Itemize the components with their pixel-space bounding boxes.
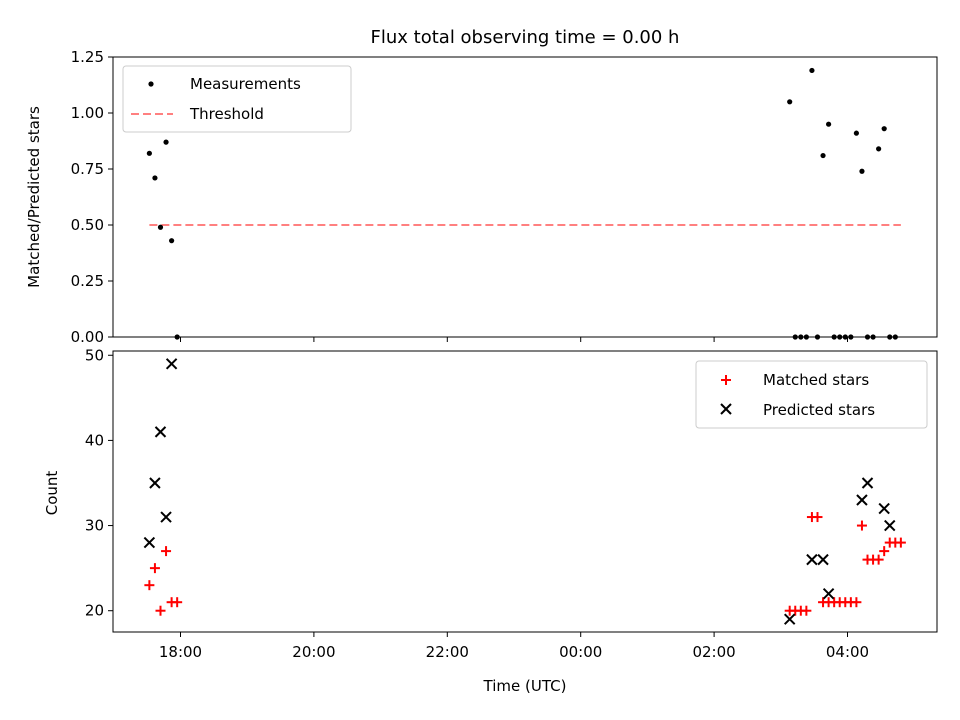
ratio-y-tick-label: 0.25 xyxy=(71,272,104,290)
count-y-tick-label: 20 xyxy=(85,602,104,620)
measurement-point xyxy=(787,99,793,105)
ratio-y-tick-label: 0.50 xyxy=(71,216,104,234)
measurement-point xyxy=(826,121,832,127)
measurement-point xyxy=(809,67,815,74)
x-tick-label: 00:00 xyxy=(559,643,602,661)
count-legend-box xyxy=(695,360,928,429)
matched-star-point xyxy=(155,605,166,616)
ratio-y-tick-label: 0.00 xyxy=(71,328,104,346)
measurement-point xyxy=(146,150,152,156)
measurement-point xyxy=(157,224,164,230)
measurement-point xyxy=(820,152,826,159)
count-y-tick-label: 50 xyxy=(85,346,104,364)
ratio-plot-frame xyxy=(112,56,938,338)
x-tick-label: 20:00 xyxy=(292,643,335,661)
matched-star-point xyxy=(879,546,890,557)
x-tick-label: 04:00 xyxy=(826,643,869,661)
legend-matched-label: Matched stars xyxy=(763,371,869,389)
matched-star-point xyxy=(144,580,155,591)
chart-title: Flux total observing time = 0.00 h xyxy=(371,27,680,48)
predicted-star-point xyxy=(856,494,868,506)
matched-star-point xyxy=(149,563,160,574)
legend-threshold-label: Threshold xyxy=(189,105,264,123)
matched-star-point xyxy=(812,512,823,523)
legend-predicted-label: Predicted stars xyxy=(763,401,875,419)
predicted-star-point xyxy=(160,511,172,523)
ratio-legend-box xyxy=(122,65,352,133)
predicted-star-point xyxy=(143,536,156,549)
ratio-panel: 0.00 0.25 0.50 0.75 1.00 1.25 Matched/Predict… xyxy=(25,48,938,346)
predicted-star-point xyxy=(154,426,167,438)
predicted-star-point xyxy=(884,519,896,532)
matched-star-point xyxy=(161,546,172,557)
predicted-star-point xyxy=(149,477,161,489)
count-legend: Matched stars Predicted stars xyxy=(695,360,928,429)
count-plot-frame xyxy=(112,350,938,633)
measurement-point xyxy=(169,238,175,244)
ratio-y-tick-label: 1.00 xyxy=(71,104,104,122)
x-tick-label: 22:00 xyxy=(426,643,469,661)
ratio-y-tick-label: 1.25 xyxy=(71,48,104,66)
measurement-point xyxy=(876,146,882,152)
matched-star-point xyxy=(172,597,183,608)
ratio-legend: Measurements Threshold xyxy=(122,65,352,133)
predicted-star-point xyxy=(878,502,890,515)
legend-matched-marker xyxy=(721,375,731,385)
count-y-tick-label: 30 xyxy=(85,517,104,535)
predicted-star-point xyxy=(822,587,835,600)
count-y-axis-label: Count xyxy=(43,471,61,516)
measurement-point xyxy=(152,175,158,181)
predicted-star-point xyxy=(806,553,818,566)
ratio-y-tick-label: 0.75 xyxy=(71,160,104,178)
x-tick-label: 18:00 xyxy=(159,643,202,661)
matched-star-point xyxy=(873,554,884,565)
count-y-tick-label: 40 xyxy=(85,431,104,449)
legend-predicted-marker xyxy=(720,403,732,415)
predicted-star-point xyxy=(783,613,796,625)
x-axis-label: Time (UTC) xyxy=(483,677,567,695)
predicted-star-point xyxy=(165,358,178,370)
count-panel: 20 30 40 50 18:00 20:00 22:00 00:00 02:00 04:00 C… xyxy=(43,346,938,695)
measurement-point xyxy=(881,126,887,132)
legend-measurements-label: Measurements xyxy=(190,75,301,93)
matched-star-point xyxy=(851,597,862,608)
matched-star-point xyxy=(856,520,867,531)
matched-star-point xyxy=(801,605,812,616)
matched-star-point xyxy=(895,537,906,548)
measurement-point xyxy=(853,130,859,136)
measurement-point xyxy=(163,139,169,145)
predicted-star-point xyxy=(861,477,874,489)
measurement-point xyxy=(859,168,865,174)
legend-measurements-marker xyxy=(148,81,154,87)
x-tick-label: 02:00 xyxy=(692,643,735,661)
ratio-y-axis-label: Matched/Predicted stars xyxy=(25,106,43,288)
predicted-star-point xyxy=(817,553,829,566)
